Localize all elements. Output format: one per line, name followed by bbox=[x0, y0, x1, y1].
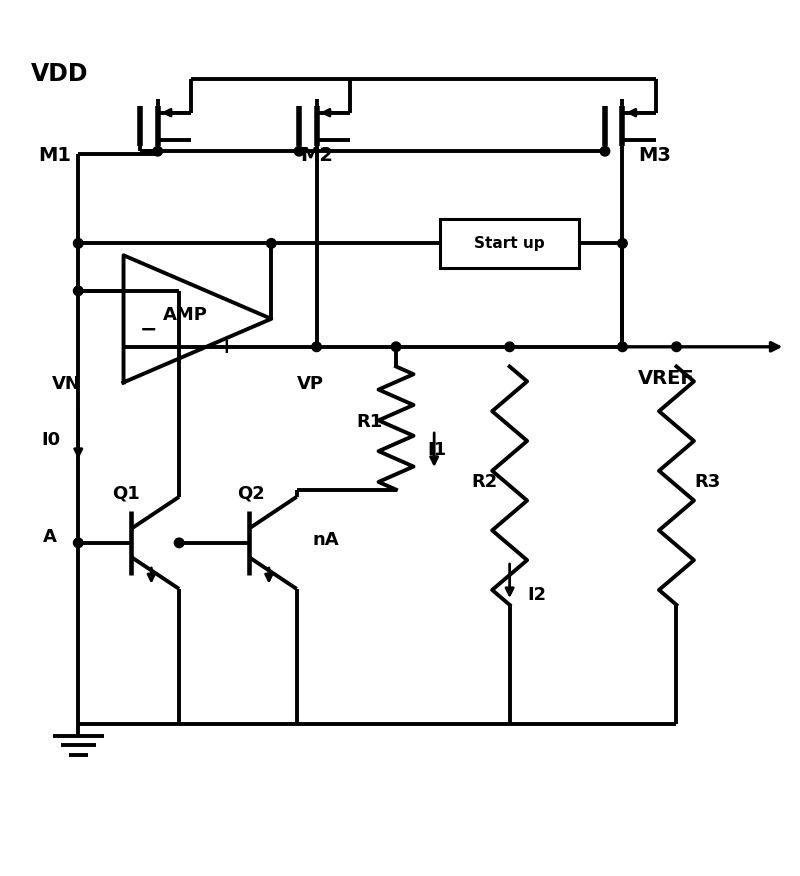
Circle shape bbox=[672, 342, 682, 351]
Circle shape bbox=[74, 538, 83, 548]
Text: I0: I0 bbox=[41, 431, 60, 449]
Text: M1: M1 bbox=[38, 146, 71, 166]
Circle shape bbox=[600, 146, 610, 156]
Text: M3: M3 bbox=[638, 146, 671, 166]
Circle shape bbox=[74, 238, 83, 248]
Text: VP: VP bbox=[297, 375, 324, 393]
Circle shape bbox=[74, 286, 83, 295]
Text: AMP: AMP bbox=[163, 306, 208, 324]
Text: VDD: VDD bbox=[30, 62, 88, 86]
Text: I1: I1 bbox=[428, 441, 447, 459]
Text: M2: M2 bbox=[301, 146, 334, 166]
Text: R2: R2 bbox=[471, 473, 498, 491]
Text: nA: nA bbox=[313, 531, 339, 548]
Circle shape bbox=[312, 342, 322, 351]
Circle shape bbox=[391, 342, 401, 351]
Text: A: A bbox=[42, 528, 56, 547]
Text: VN: VN bbox=[52, 375, 81, 393]
Circle shape bbox=[505, 342, 514, 351]
Text: I2: I2 bbox=[527, 586, 546, 604]
Text: R1: R1 bbox=[356, 413, 382, 431]
Text: Start up: Start up bbox=[474, 236, 545, 251]
Text: +: + bbox=[218, 336, 236, 357]
Text: R3: R3 bbox=[694, 473, 720, 491]
Text: Q2: Q2 bbox=[237, 484, 265, 503]
Circle shape bbox=[618, 342, 627, 351]
Text: −: − bbox=[139, 319, 157, 339]
Circle shape bbox=[294, 146, 304, 156]
Circle shape bbox=[174, 538, 184, 548]
Text: Q1: Q1 bbox=[113, 484, 140, 503]
Text: VREF: VREF bbox=[638, 369, 695, 388]
Circle shape bbox=[153, 146, 162, 156]
Circle shape bbox=[266, 238, 276, 248]
FancyBboxPatch shape bbox=[440, 219, 578, 268]
Circle shape bbox=[618, 238, 627, 248]
